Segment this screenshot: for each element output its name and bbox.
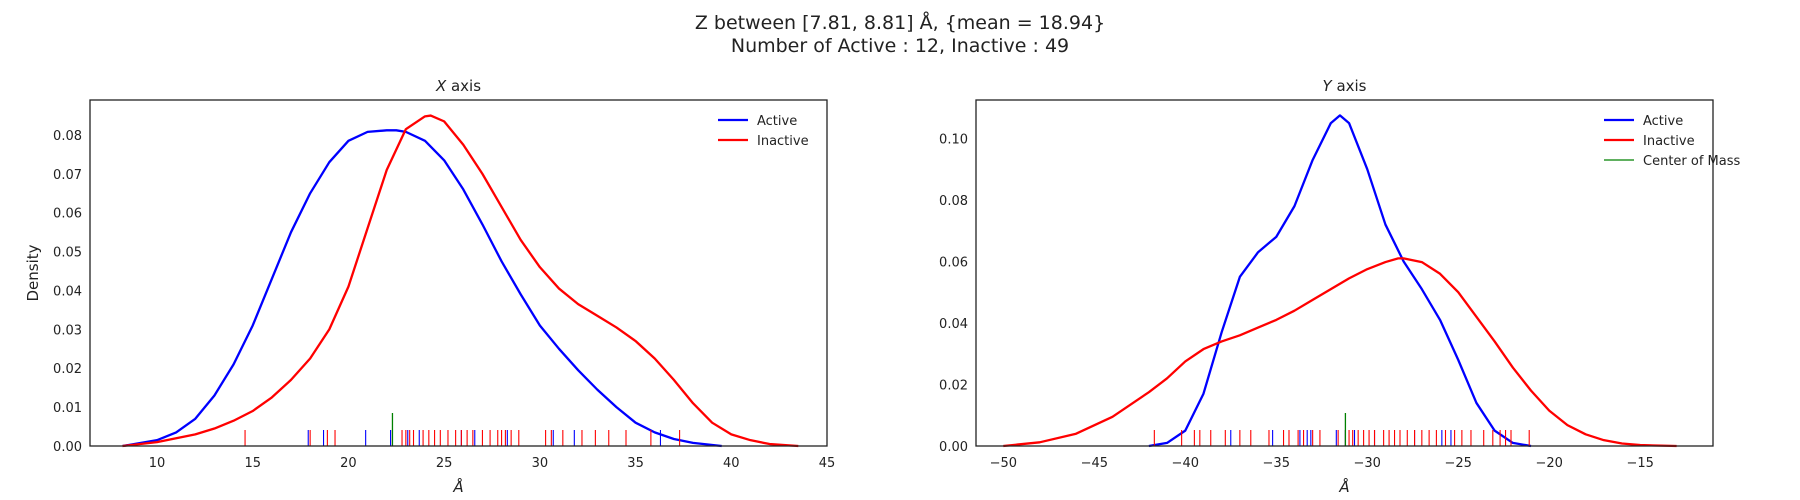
panel-title: Y axis [1323,77,1367,95]
figure-title-line-2: Number of Active : 12, Inactive : 49 [730,35,1070,57]
series-line-active [1148,114,1532,448]
x-tick-label: 10 [149,456,166,471]
x-axis-label: Å [452,477,463,496]
plot-frame [975,99,1714,447]
x-tick-label: −20 [1536,456,1563,471]
legend: Active Inactive Center of Mass [1604,114,1741,169]
y-tick-label: 0.02 [939,378,968,393]
legend-label: Active [1643,114,1683,129]
y-tick-label: 0.08 [939,194,968,209]
x-tick-label: 25 [436,456,453,471]
y-tick-label: 0.10 [939,132,968,147]
y-axis-label: Density [24,244,42,301]
y-tick-label: 0.02 [53,362,82,377]
x-tick-label: −50 [990,456,1017,471]
y-tick-label: 0.00 [939,440,968,455]
y-tick-label: 0.06 [53,207,82,222]
series-line-active [122,129,722,448]
legend-label: Inactive [757,134,809,149]
y-tick-label: 0.06 [939,255,968,270]
y-tick-label: 0.08 [53,129,82,144]
x-tick-label: −45 [1081,456,1108,471]
legend: Active Inactive [718,114,809,149]
y-tick-label: 0.00 [53,440,82,455]
legend-label: Inactive [1643,134,1695,149]
x-tick-label: 45 [819,456,836,471]
chart-panel-2: Y axis −50 −45 −40 −35 −30 −25 −20 −15 0.00 0.02 0.… [939,77,1740,496]
x-tick-label: 40 [723,456,740,471]
x-tick-label: 35 [627,456,644,471]
legend-label: Active [757,114,797,129]
series-line-inactive [1003,257,1677,448]
figure-title: Z between [7.81, 8.81] Å, {mean = 18.94}… [0,12,1800,58]
x-tick-label: −40 [1172,456,1199,471]
legend-label: Center of Mass [1643,154,1741,169]
y-tick-label: 0.03 [53,323,82,338]
x-tick-label: −15 [1626,456,1653,471]
y-tick-label: 0.07 [53,168,82,183]
series-line-inactive [122,114,799,448]
x-tick-label: 30 [532,456,549,471]
x-tick-label: −30 [1354,456,1381,471]
x-tick-label: 15 [244,456,261,471]
x-tick-label: 20 [340,456,357,471]
chart-panel-1: X axis 10 15 20 25 30 35 40 45 0.00 0.01 0.02 0.03 0.… [24,77,835,496]
x-axis-label: Å [1338,477,1349,496]
x-tick-label: −35 [1263,456,1290,471]
y-tick-label: 0.01 [53,401,82,416]
y-tick-label: 0.04 [939,317,968,332]
y-tick-label: 0.04 [53,284,82,299]
y-tick-label: 0.05 [53,246,82,261]
figure-title-line-1: Z between [7.81, 8.81] Å, {mean = 18.94} [694,12,1106,34]
x-tick-label: −25 [1445,456,1472,471]
plot-frame [89,99,828,447]
panel-title: X axis [435,77,481,95]
